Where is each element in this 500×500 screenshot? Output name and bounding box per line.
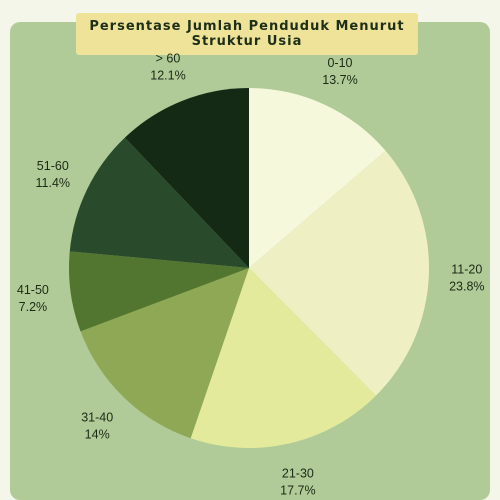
slice-label-51-60: 51-60	[37, 159, 69, 173]
slice-value-21-30: 17.7%	[280, 483, 315, 497]
slice-value-0-10: 13.7%	[322, 73, 357, 87]
pie-slice-51-60	[69, 137, 250, 268]
pie-slice-11-20	[249, 150, 430, 396]
pie-labels: 0-10 13.7% 11-20 23.8% 21-30 17.7% 31-40 14% 41-…	[17, 52, 485, 498]
slice-label-60: > 60	[156, 52, 181, 66]
slice-label-31-40: 31-40	[81, 410, 113, 424]
slice-value-41-50: 7.2%	[19, 300, 48, 314]
pie-slice-41-50	[68, 251, 250, 332]
pie-slice-31-40	[80, 268, 249, 439]
chart-title: Persentase Jumlah Penduduk Menurut Struk…	[89, 19, 405, 49]
slice-label-41-50: 41-50	[17, 283, 49, 297]
slice-value-51-60: 11.4%	[36, 176, 71, 190]
pie-slice-0-10	[249, 88, 386, 268]
slice-value-60: 12.1%	[150, 69, 185, 83]
pie-slice-60	[124, 88, 249, 268]
slice-label-21-30: 21-30	[282, 466, 314, 480]
slice-label-11-20: 11-20	[451, 263, 482, 277]
slice-value-31-40: 14%	[85, 427, 110, 441]
slice-value-11-20: 23.8%	[449, 280, 484, 294]
pie-slices	[68, 88, 430, 449]
title-banner: Persentase Jumlah Penduduk Menurut Struk…	[76, 13, 418, 55]
pie-slice-21-30	[190, 268, 376, 449]
slice-label-0-10: 0-10	[327, 56, 352, 70]
